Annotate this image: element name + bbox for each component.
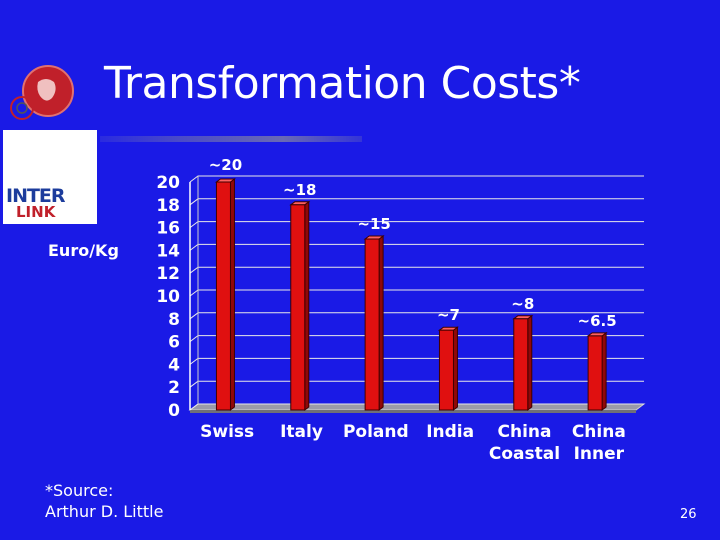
y-tick-label: 12 bbox=[156, 264, 180, 284]
gridline bbox=[189, 266, 644, 274]
x-tick-line: Poland bbox=[343, 422, 409, 442]
gridline bbox=[189, 221, 644, 229]
logo-text-inter: INTER bbox=[6, 185, 66, 207]
logo-background bbox=[3, 130, 97, 224]
gridline bbox=[189, 243, 644, 251]
gridline bbox=[189, 380, 644, 388]
logo-text-link: LINK bbox=[16, 203, 56, 221]
page-number: 26 bbox=[680, 507, 697, 522]
x-tick-line: China bbox=[572, 422, 626, 442]
logo-globe-icon bbox=[10, 65, 74, 120]
y-tick-label: 2 bbox=[168, 378, 180, 398]
x-tick-line: Italy bbox=[280, 422, 323, 442]
x-tick-line: Inner bbox=[574, 444, 625, 464]
bar-side bbox=[229, 178, 235, 411]
bar bbox=[364, 238, 380, 411]
y-tick-label: 0 bbox=[168, 401, 180, 421]
chart-floor-edge bbox=[190, 410, 636, 413]
y-tick-label: 4 bbox=[168, 355, 180, 375]
source-note: *Source: Arthur D. Little bbox=[45, 480, 163, 522]
bar-side bbox=[527, 314, 533, 411]
data-label: ~15 bbox=[357, 215, 390, 233]
title-underline bbox=[100, 136, 362, 142]
source-name: Arthur D. Little bbox=[45, 502, 164, 521]
x-tick-line: Coastal bbox=[489, 444, 560, 464]
gridline bbox=[189, 312, 644, 320]
slide-title: Transformation Costs* bbox=[104, 58, 581, 109]
data-label: ~6.5 bbox=[578, 312, 617, 330]
source-label: *Source: bbox=[45, 481, 114, 500]
x-tick-line: Swiss bbox=[200, 422, 254, 442]
bar bbox=[215, 181, 231, 411]
x-tick-label: China Coastal bbox=[489, 422, 560, 464]
chart-floor bbox=[188, 403, 646, 411]
bar-side bbox=[601, 331, 607, 411]
gridline bbox=[189, 175, 644, 183]
gridline bbox=[189, 335, 644, 343]
data-label: ~18 bbox=[283, 181, 316, 199]
x-tick-label: China Inner bbox=[572, 422, 626, 464]
data-label: ~8 bbox=[511, 295, 534, 313]
x-tick-label: Swiss bbox=[200, 422, 254, 442]
bar bbox=[513, 318, 529, 411]
gridline bbox=[189, 198, 644, 206]
bar-side bbox=[452, 326, 458, 411]
y-axis-label: Euro/Kg bbox=[48, 241, 119, 260]
x-tick-label: Poland bbox=[343, 422, 409, 442]
y-tick-label: 14 bbox=[156, 241, 180, 261]
data-label: ~20 bbox=[209, 156, 242, 174]
bar-side bbox=[378, 235, 384, 411]
x-tick-label: Italy bbox=[280, 422, 323, 442]
bar bbox=[438, 329, 454, 411]
bar-side bbox=[304, 200, 310, 411]
y-tick-label: 6 bbox=[168, 333, 180, 353]
data-label: ~7 bbox=[437, 306, 460, 324]
y-tick-label: 10 bbox=[156, 287, 180, 307]
x-tick-line: China bbox=[498, 422, 552, 442]
y-tick-label: 18 bbox=[156, 196, 180, 216]
bar bbox=[587, 335, 603, 411]
gridline bbox=[189, 289, 644, 297]
bar bbox=[290, 204, 306, 411]
x-tick-label: India bbox=[426, 422, 474, 442]
y-tick-label: 8 bbox=[168, 310, 180, 330]
interlink-logo: INTER LINK bbox=[0, 64, 100, 224]
y-tick-label: 16 bbox=[156, 219, 180, 239]
gridline bbox=[189, 357, 644, 365]
x-tick-line: India bbox=[426, 422, 474, 442]
y-tick-label: 20 bbox=[156, 173, 180, 193]
